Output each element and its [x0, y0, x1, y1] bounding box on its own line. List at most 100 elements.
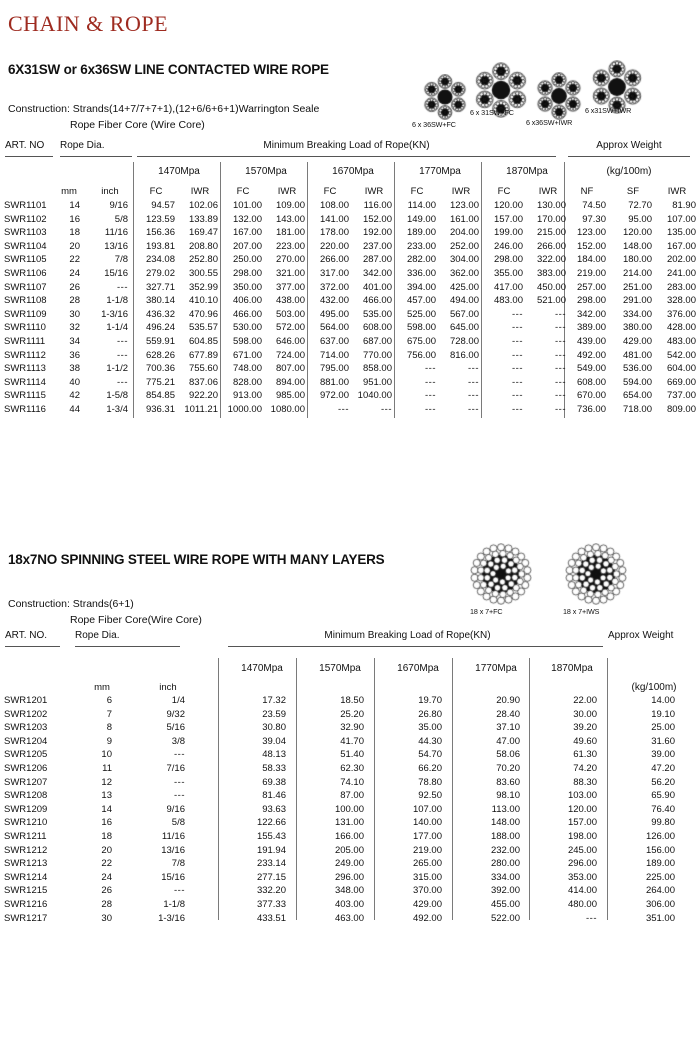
column-divider — [529, 658, 530, 920]
cell-art-no: SWR1209 — [4, 803, 48, 815]
wire-rope-table-2: SWR1201 6 1/4 17.32 18.50 19.70 20.90 22.00 14.0… — [0, 694, 700, 925]
cell-dia-inch: 13/16 — [161, 844, 185, 856]
diagram-label: 18 x 7+IWS — [563, 607, 600, 616]
diagram-label: 18 x 7+FC — [470, 607, 503, 616]
cell-breaking-load: 122.66 — [256, 817, 286, 829]
cell-breaking-load: 208.80 — [188, 240, 218, 252]
cell-dia-mm: 36 — [69, 349, 80, 361]
cell-breaking-load: 377.00 — [275, 281, 305, 293]
cell-breaking-load: --- — [468, 403, 479, 415]
cell-breaking-load: 628.26 — [145, 349, 175, 361]
cell-breaking-load: 383.00 — [536, 267, 566, 279]
cell-breaking-load: 300.55 — [188, 267, 218, 279]
grade-header-1870: 1870Mpa — [551, 663, 593, 674]
weight-unit-header: (kg/100m) — [606, 166, 652, 177]
cell-dia-mm: 18 — [101, 830, 112, 842]
cell-breaking-load: 279.02 — [145, 267, 175, 279]
cell-breaking-load: 881.00 — [319, 376, 349, 388]
table-row: SWR1210 16 5/8 122.66 131.00 140.00 148.00 157.… — [0, 816, 700, 830]
table-row: SWR1209 14 9/16 93.63 100.00 107.00 113.00 120.… — [0, 803, 700, 817]
cell-breaking-load: 114.00 — [407, 200, 436, 211]
cell-dia-mm: 42 — [69, 390, 80, 402]
rope-diagram-6x31sw-iwr — [590, 60, 644, 114]
cell-approx-weight: 97.30 — [582, 213, 606, 225]
table-row: SWR1107 26 --- 327.71 352.99 350.00 377.00 372.… — [0, 281, 700, 295]
cell-dia-mm: 28 — [101, 898, 112, 910]
cell-breaking-load: 100.00 — [334, 803, 364, 815]
cell-art-no: SWR1204 — [4, 735, 48, 747]
cell-approx-weight: 65.90 — [651, 790, 675, 802]
col-header-rope-dia: Rope Dia. — [60, 140, 105, 151]
cell-breaking-load: 355.00 — [493, 267, 523, 279]
cell-breaking-load: 425.00 — [449, 281, 479, 293]
subcol-iwr: IWR — [190, 186, 210, 197]
cell-breaking-load: --- — [338, 403, 349, 415]
cell-approx-weight: 257.00 — [576, 281, 606, 293]
cell-breaking-load: 189.00 — [406, 227, 436, 239]
cell-breaking-load: 161.00 — [449, 213, 479, 225]
cell-breaking-load: 567.00 — [449, 308, 479, 320]
cell-breaking-load: 410.10 — [188, 295, 218, 307]
cell-breaking-load: 438.00 — [275, 295, 305, 307]
cell-breaking-load: 113.00 — [491, 803, 520, 815]
cell-approx-weight: 251.00 — [622, 281, 652, 293]
cell-breaking-load: 94.57 — [151, 200, 175, 211]
cell-breaking-load: 266.00 — [536, 240, 566, 252]
cell-breaking-load: 854.85 — [145, 390, 175, 402]
rule-approx-weight — [568, 156, 690, 157]
cell-breaking-load: 234.08 — [145, 254, 175, 266]
cell-breaking-load: 204.00 — [449, 227, 479, 239]
cell-approx-weight: 298.00 — [576, 295, 606, 307]
cell-approx-weight: 351.00 — [645, 912, 675, 924]
rope-diagram-18x7-iws — [565, 543, 627, 605]
cell-breaking-load: 985.00 — [275, 390, 305, 402]
cell-breaking-load: 816.00 — [449, 349, 479, 361]
cell-dia-mm: 11 — [102, 762, 112, 774]
cell-breaking-load: 98.10 — [496, 790, 520, 802]
cell-approx-weight: 334.00 — [622, 308, 652, 320]
cell-breaking-load: 252.80 — [188, 254, 218, 266]
cell-dia-mm: 26 — [69, 281, 80, 293]
cell-breaking-load: 352.99 — [188, 281, 218, 293]
cell-breaking-load: 1040.00 — [357, 390, 392, 402]
cell-breaking-load: 181.00 — [275, 227, 305, 239]
cell-breaking-load: 714.00 — [319, 349, 349, 361]
cell-breaking-load: 123.00 — [449, 200, 479, 211]
cell-breaking-load: 54.70 — [418, 749, 442, 761]
cell-approx-weight: 74.50 — [582, 200, 606, 211]
cell-dia-mm: 38 — [69, 363, 80, 375]
cell-dia-inch: 9/16 — [109, 200, 129, 211]
cell-approx-weight: 99.80 — [651, 817, 675, 829]
cell-dia-inch: 7/8 — [114, 254, 128, 266]
page-title: CHAIN & ROPE — [8, 11, 169, 36]
cell-breaking-load: 483.00 — [493, 295, 523, 307]
cell-approx-weight: 25.00 — [651, 722, 675, 734]
cell-breaking-load: 19.70 — [418, 695, 442, 706]
cell-breaking-load: 39.04 — [262, 735, 286, 747]
cell-dia-inch: 1-5/8 — [106, 390, 128, 402]
cell-approx-weight: 14.00 — [651, 695, 675, 706]
column-divider — [452, 658, 453, 920]
cell-art-no: SWR1112 — [4, 349, 46, 361]
table-row: SWR1106 24 15/16 279.02 300.55 298.00 321.00 31… — [0, 267, 700, 281]
cell-approx-weight: 107.00 — [666, 213, 696, 225]
cell-breaking-load: 457.00 — [406, 295, 436, 307]
cell-dia-mm: 24 — [101, 871, 112, 883]
cell-approx-weight: 549.00 — [576, 363, 606, 375]
cell-dia-inch: 11/16 — [104, 227, 128, 239]
subcol-fc: FC — [497, 186, 511, 197]
cell-approx-weight: 219.00 — [576, 267, 606, 279]
table-row: SWR1104 20 13/16 193.81 208.80 207.00 223.00 22… — [0, 240, 700, 254]
cell-breaking-load: --- — [555, 403, 566, 415]
table-row: SWR1114 40 --- 775.21 837.06 828.00 894.00 881.… — [0, 376, 700, 390]
unit-header-inch: inch — [159, 682, 177, 693]
cell-breaking-load: 58.33 — [262, 762, 286, 774]
cell-breaking-load: 233.14 — [256, 858, 286, 870]
cell-approx-weight: 241.00 — [666, 267, 696, 279]
cell-dia-inch: 15/16 — [104, 267, 128, 279]
cell-dia-inch: 9/16 — [166, 803, 186, 815]
cell-approx-weight: 542.00 — [666, 349, 696, 361]
cell-breaking-load: 156.36 — [145, 227, 175, 239]
cell-dia-inch: 15/16 — [161, 871, 185, 883]
cell-approx-weight: 328.00 — [666, 295, 696, 307]
